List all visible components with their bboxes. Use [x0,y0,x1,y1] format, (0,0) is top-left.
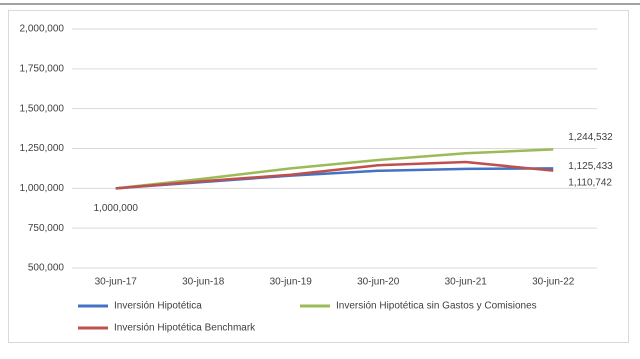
y-tick-label: 750,000 [28,223,65,234]
chart-frame [8,10,629,343]
line [115,160,554,190]
x-tick-label: 30-jun-17 [95,277,138,288]
x-tick-label: 30-jun-20 [357,277,400,288]
legend-label: Inversión Hipotética sin Gastos y Comisi… [336,301,537,312]
data-label: 1,244,532 [568,132,613,143]
x-tick-label: 30-jun-18 [182,277,225,288]
y-tick-label: 1,000,000 [20,183,65,194]
y-tick-label: 1,750,000 [20,63,65,74]
x-tick-label: 30-jun-21 [445,277,488,288]
y-tick-label: 2,000,000 [20,24,65,35]
data-label: 1,125,433 [568,161,613,172]
legend-label: Inversión Hipotética Benchmark [114,323,256,334]
x-tick-label: 30-jun-19 [270,277,313,288]
y-tick-label: 500,000 [28,263,65,274]
legend-label: Inversión Hipotética [114,301,202,312]
y-tick-label: 1,500,000 [20,103,65,114]
data-label: 1,000,000 [94,203,139,214]
line [115,148,554,190]
x-tick-label: 30-jun-22 [532,277,575,288]
data-label: 1,110,742 [568,177,612,188]
y-tick-label: 1,250,000 [20,143,65,154]
